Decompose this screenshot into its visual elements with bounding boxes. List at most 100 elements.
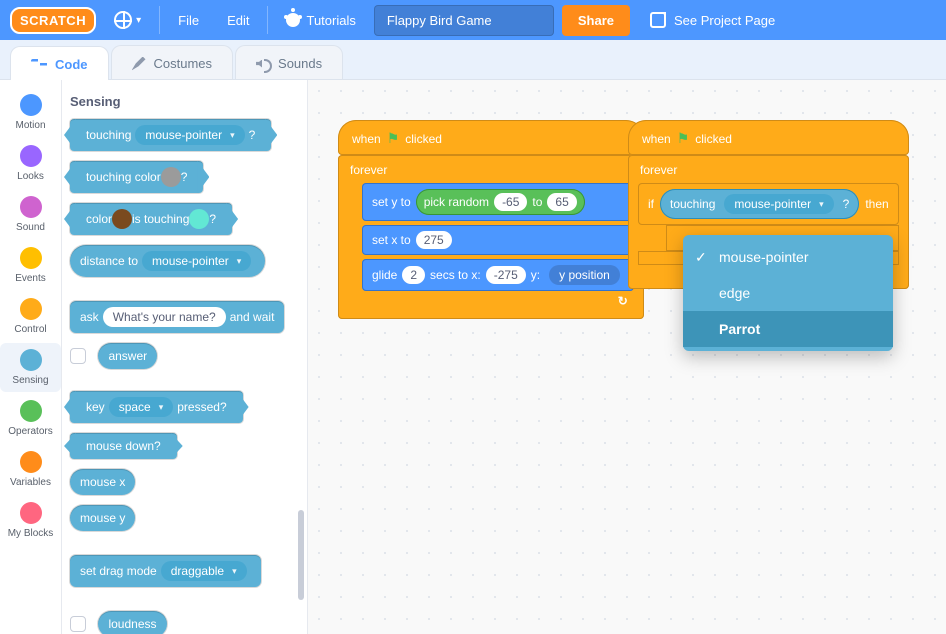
label: forever — [638, 161, 899, 183]
category-dot-icon — [20, 247, 42, 269]
main-area: MotionLooksSoundEvents Control Sensing Oper… — [0, 80, 946, 634]
globe-icon — [114, 11, 132, 29]
block-pick-random[interactable]: pick random -65 to 65 — [416, 189, 585, 215]
block-answer[interactable]: answer — [98, 343, 157, 369]
dropdown-value: mouse-pointer — [152, 254, 229, 268]
label: pick random — [424, 195, 489, 209]
number-input[interactable]: -65 — [494, 193, 527, 211]
block-when-flag-clicked[interactable]: when ⚑ clicked — [628, 120, 909, 155]
block-if-then[interactable]: if touching mouse-pointer▾ ? then — [638, 183, 899, 225]
loop-arrow-icon — [362, 295, 634, 313]
number-input[interactable]: 65 — [547, 193, 576, 211]
project-title-input[interactable]: Flappy Bird Game — [374, 5, 554, 36]
block-key-pressed[interactable]: key space▾ pressed? — [70, 391, 243, 423]
file-menu[interactable]: File — [168, 0, 209, 40]
category-dot-icon — [20, 145, 42, 167]
category-events[interactable]: Events — [0, 241, 61, 290]
label: y: — [531, 268, 540, 282]
category-sensing[interactable]: Sensing — [0, 343, 61, 392]
category-control[interactable]: Control — [0, 292, 61, 341]
number-input[interactable]: 2 — [402, 266, 425, 284]
block-forever[interactable]: forever set y to pick random -65 to 65 s… — [338, 155, 644, 319]
tutorials-button[interactable]: Tutorials — [276, 0, 365, 40]
block-touching[interactable]: touching mouse-pointer▾ ? — [70, 119, 271, 151]
monitor-checkbox[interactable] — [70, 616, 86, 632]
chevron-down-icon: ▾ — [136, 15, 141, 26]
block-set-drag-mode[interactable]: set drag mode draggable▾ — [70, 555, 261, 587]
dropdown-mouse-pointer[interactable]: mouse-pointer▾ — [142, 251, 251, 271]
category-dot-icon — [20, 502, 42, 524]
block-set-y[interactable]: set y to pick random -65 to 65 — [362, 183, 634, 221]
category-looks[interactable]: Looks — [0, 139, 61, 188]
dropdown-touching-target[interactable]: mouse-pointer▾ — [724, 194, 833, 214]
category-dot-icon — [20, 196, 42, 218]
color-input[interactable] — [112, 209, 132, 229]
separator — [159, 6, 160, 34]
label: touching — [86, 128, 131, 142]
external-link-icon — [650, 12, 666, 28]
block-touching[interactable]: touching mouse-pointer▾ ? — [660, 189, 859, 219]
number-input[interactable]: -275 — [486, 266, 526, 284]
script-stack[interactable]: when ⚑ clicked forever set y to pick ran… — [338, 120, 644, 319]
block-distance-to[interactable]: distance to mouse-pointer▾ — [70, 245, 265, 277]
block-mouse-down[interactable]: mouse down? — [70, 433, 177, 459]
category-motion[interactable]: Motion — [0, 88, 61, 137]
block-mouse-y[interactable]: mouse y — [70, 505, 135, 531]
block-ask-and-wait[interactable]: ask What's your name? and wait — [70, 301, 284, 333]
monitor-checkbox[interactable] — [70, 348, 86, 364]
category-label: Sensing — [12, 375, 48, 386]
lightbulb-icon — [286, 13, 300, 27]
tab-costumes[interactable]: Costumes — [111, 45, 234, 79]
palette-title: Sensing — [70, 94, 297, 109]
block-set-x[interactable]: set x to 275 — [362, 225, 634, 255]
category-variables[interactable]: Variables — [0, 445, 61, 494]
color-input[interactable] — [161, 167, 181, 187]
label: ? — [843, 197, 850, 211]
number-input[interactable]: 275 — [416, 231, 452, 249]
reporter-y-position[interactable]: y position — [549, 265, 620, 285]
block-touching-color[interactable]: touching color ? — [70, 161, 203, 193]
label: distance to — [80, 254, 138, 268]
category-sound[interactable]: Sound — [0, 190, 61, 239]
edit-menu[interactable]: Edit — [217, 0, 259, 40]
tab-sounds[interactable]: Sounds — [235, 45, 343, 79]
label: ? — [181, 170, 188, 184]
tab-code[interactable]: Code — [10, 46, 109, 80]
dropdown-option[interactable]: edge — [683, 275, 893, 311]
category-my-blocks[interactable]: My Blocks — [0, 496, 61, 545]
dropdown-option[interactable]: Parrot — [683, 311, 893, 347]
dropdown-key[interactable]: space▾ — [109, 397, 174, 417]
dropdown-option[interactable]: mouse-pointer — [683, 239, 893, 275]
share-button[interactable]: Share — [562, 5, 630, 36]
see-project-page-button[interactable]: See Project Page — [638, 12, 787, 28]
palette-scrollbar[interactable] — [298, 510, 304, 600]
label: color — [86, 212, 112, 226]
label: when — [642, 132, 671, 146]
block-mouse-x[interactable]: mouse x — [70, 469, 135, 495]
see-project-label: See Project Page — [674, 13, 775, 28]
text-input[interactable]: What's your name? — [103, 307, 226, 327]
category-label: Control — [14, 324, 46, 335]
block-color-is-touching[interactable]: color is touching ? — [70, 203, 232, 235]
dropdown-drag-mode[interactable]: draggable▾ — [161, 561, 247, 581]
category-dot-icon — [20, 298, 42, 320]
label: then — [865, 197, 888, 211]
tab-code-label: Code — [55, 57, 88, 72]
workspace[interactable]: when ⚑ clicked forever set y to pick ran… — [308, 80, 946, 634]
category-operators[interactable]: Operators — [0, 394, 61, 443]
block-loudness[interactable]: loudness — [98, 611, 166, 634]
language-menu[interactable]: ▾ — [104, 0, 151, 40]
chevron-down-icon: ▾ — [819, 199, 824, 210]
block-when-flag-clicked[interactable]: when ⚑ clicked — [338, 120, 644, 155]
speaker-icon — [256, 57, 270, 71]
scratch-logo[interactable]: SCRATCH — [10, 7, 96, 34]
dropdown-mouse-pointer[interactable]: mouse-pointer▾ — [135, 125, 244, 145]
color-input[interactable] — [189, 209, 209, 229]
code-icon — [31, 59, 47, 71]
block-glide[interactable]: glide 2 secs to x: -275 y: y position — [362, 259, 634, 291]
label: touching color — [86, 170, 161, 184]
label: and wait — [230, 310, 275, 324]
category-dot-icon — [20, 451, 42, 473]
category-label: My Blocks — [8, 528, 54, 539]
tab-bar: Code Costumes Sounds — [0, 40, 946, 80]
